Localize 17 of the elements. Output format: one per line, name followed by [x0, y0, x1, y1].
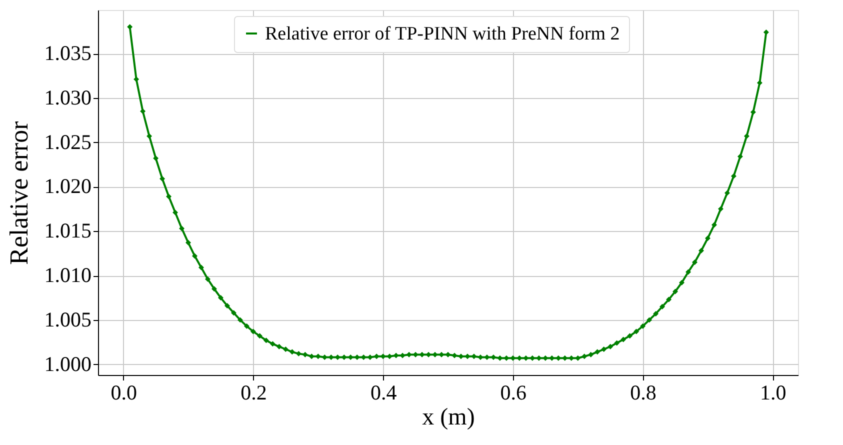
x-axis-title: x (m) — [422, 404, 475, 430]
y-tick-label: 1.010 — [44, 263, 92, 288]
x-tick-label: 1.0 — [760, 380, 786, 404]
y-tick-label: 1.005 — [44, 307, 92, 332]
y-tick-label: 1.000 — [44, 352, 92, 376]
y-tick-label: 1.030 — [44, 85, 92, 110]
x-tick-label: 0.6 — [500, 380, 527, 404]
y-tick-label: 1.025 — [44, 130, 92, 154]
x-tick-label: 0.2 — [240, 380, 267, 404]
x-tick-label: 0.0 — [110, 380, 137, 404]
x-tick-label: 0.8 — [630, 380, 656, 404]
y-tick-label: 1.020 — [44, 174, 92, 198]
x-tick-label: 0.4 — [370, 380, 398, 404]
y-tick-label: 1.035 — [44, 41, 92, 66]
legend-label: Relative error of TP-PINN with PreNN form 2 — [265, 24, 620, 44]
y-axis-title: Relative error — [4, 120, 34, 265]
y-tick-label: 1.015 — [44, 218, 92, 243]
